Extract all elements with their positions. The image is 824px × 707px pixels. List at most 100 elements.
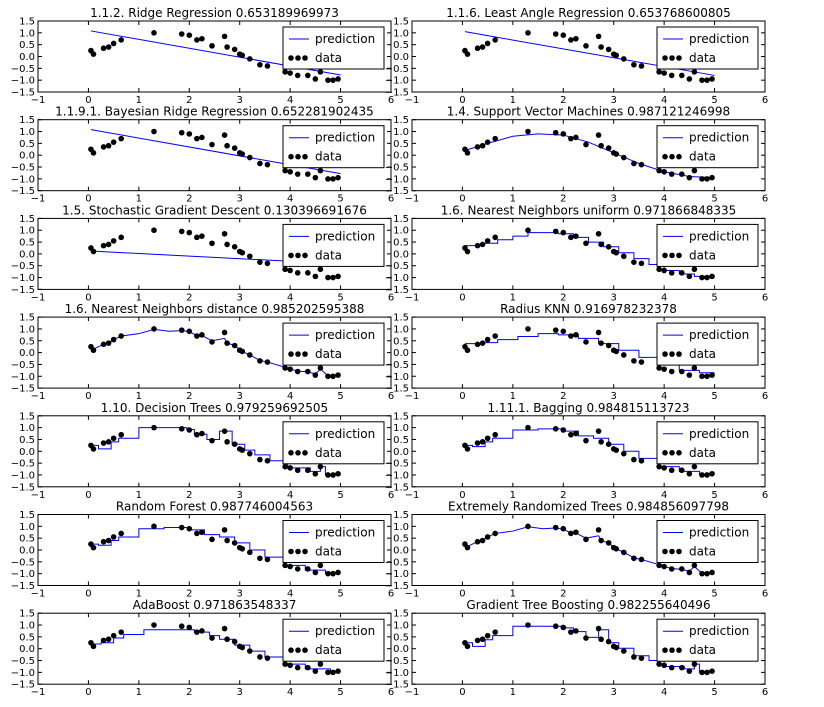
data-point — [552, 524, 559, 531]
y-tick-label: 1.0 — [393, 522, 409, 533]
data-point — [209, 437, 215, 444]
axes-frame — [37, 119, 392, 192]
data-point — [479, 44, 486, 50]
data-point — [686, 668, 693, 674]
legend-box — [282, 421, 385, 465]
data-point — [105, 142, 112, 149]
data-point — [595, 329, 602, 336]
legend-dot-swatch — [302, 153, 308, 160]
legend-box — [282, 618, 385, 662]
legend-label-data: data — [689, 347, 716, 361]
legend: prediction data — [282, 223, 385, 267]
legend-dot-swatch — [288, 351, 294, 357]
data-point — [257, 259, 263, 265]
legend-label-data: data — [315, 150, 342, 164]
subplot-5: 1.5. Stochastic Gradient Descent 0.13039… — [11, 203, 394, 303]
legend-label-prediction: prediction — [689, 229, 749, 243]
data-point — [631, 555, 637, 562]
data-point — [199, 628, 205, 634]
data-point — [264, 63, 271, 69]
data-point — [304, 566, 311, 572]
legend-box — [656, 223, 759, 267]
legend-box — [282, 125, 385, 169]
legend: prediction data — [282, 520, 385, 563]
data-point — [231, 540, 238, 546]
data-point — [231, 638, 238, 645]
y-tick-label: 0.0 — [393, 348, 409, 359]
data-point — [678, 270, 685, 276]
data-point — [330, 176, 336, 182]
legend-label-prediction: prediction — [689, 526, 749, 540]
data-point — [221, 625, 228, 632]
data-point — [668, 72, 675, 79]
x-tick-label: 2 — [560, 292, 566, 303]
x-tick-label: −1 — [31, 292, 46, 303]
data-point — [224, 537, 230, 544]
x-tick-label: −1 — [405, 490, 420, 501]
data-point — [312, 668, 319, 674]
data-point — [105, 537, 112, 544]
y-tick-label: 1.0 — [393, 324, 409, 335]
data-point — [231, 342, 238, 349]
data-point — [294, 171, 301, 177]
legend-dot-swatch — [662, 548, 668, 555]
data-point — [239, 447, 246, 453]
x-tick-label: 1 — [510, 194, 516, 205]
data-point — [605, 342, 612, 349]
y-tick-label: 1.0 — [19, 621, 35, 632]
plot-marks — [462, 227, 715, 281]
subplot-title: AdaBoost 0.971863548337 — [133, 598, 297, 612]
y-tick-label: 1.5 — [393, 17, 409, 28]
data-point — [699, 274, 705, 281]
legend-label-prediction: prediction — [315, 229, 375, 243]
data-point — [335, 174, 341, 181]
data-point — [525, 622, 531, 628]
data-point — [621, 549, 627, 556]
data-point — [613, 546, 620, 552]
data-point — [484, 238, 491, 244]
data-point — [595, 428, 602, 434]
data-point — [598, 439, 604, 445]
data-point — [573, 233, 579, 239]
data-point — [568, 333, 574, 339]
data-point — [312, 273, 319, 280]
subplot-title: Random Forest 0.987746004563 — [116, 500, 313, 514]
legend: prediction data — [282, 322, 385, 366]
data-point — [186, 328, 193, 335]
y-tick-label: −0.5 — [11, 656, 35, 667]
legend-dot-swatch — [669, 351, 675, 357]
data-point — [304, 72, 311, 79]
axes-frame — [37, 415, 392, 488]
data-point — [257, 654, 263, 660]
axes-frame — [37, 514, 392, 586]
data-point — [484, 336, 491, 343]
data-point — [709, 470, 715, 477]
legend: prediction data — [656, 520, 759, 563]
data-point — [595, 33, 602, 40]
x-tick-label: 0 — [85, 589, 91, 600]
axes-frame — [411, 612, 766, 685]
y-tick-label: 1.5 — [19, 313, 35, 324]
data-point — [231, 441, 238, 448]
data-point — [304, 171, 311, 177]
x-tick-label: 1 — [510, 687, 516, 698]
legend: prediction data — [656, 26, 759, 70]
data-point — [656, 266, 662, 273]
legend-dot-swatch — [669, 55, 675, 61]
x-tick-label: −1 — [31, 95, 46, 106]
data-point — [568, 37, 574, 43]
data-point — [239, 249, 246, 256]
x-tick-label: 0 — [459, 292, 465, 303]
subplot-title: 1.6. Nearest Neighbors distance 0.985202… — [65, 302, 365, 316]
subplot-14: Gradient Tree Boosting 0.982255640496 −1 0… — [385, 598, 768, 698]
data-point — [231, 46, 238, 53]
y-tick-label: 0.5 — [393, 435, 409, 446]
x-tick-label: 4 — [287, 194, 293, 205]
data-point — [613, 151, 620, 157]
data-point — [118, 37, 125, 43]
data-point — [699, 77, 705, 83]
data-point — [151, 622, 157, 628]
data-point — [709, 372, 715, 378]
x-tick-label: 0 — [85, 490, 91, 501]
x-tick-label: 3 — [237, 589, 243, 600]
